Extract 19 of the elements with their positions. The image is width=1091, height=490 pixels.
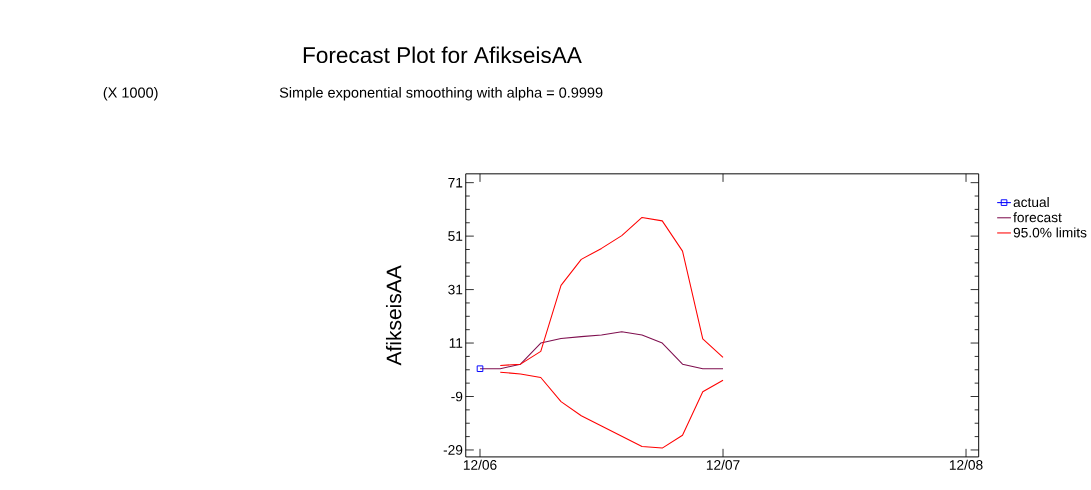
y-tick-label: -9 — [451, 391, 463, 402]
x-tick-label: 12/08 — [949, 459, 983, 470]
legend-label: 95.0% limits — [1013, 227, 1087, 238]
y-axis-title: AfikseisAA — [385, 265, 402, 366]
y-tick-label: -29 — [443, 444, 463, 455]
legend-label: forecast — [1013, 212, 1062, 223]
y-tick-label: 71 — [448, 177, 463, 188]
line-series — [499, 216, 724, 366]
x-tick-label: 12/07 — [706, 459, 740, 470]
line-series — [499, 371, 724, 449]
y-tick-label: 11 — [449, 338, 463, 348]
chart-subtitle: Simple exponential smoothing with alpha = 0.9999 — [279, 86, 603, 101]
line-series — [479, 331, 724, 370]
y-tick-label: 31 — [448, 284, 463, 295]
legend-label: actual — [1013, 196, 1049, 207]
y-tick-label: 51 — [448, 231, 463, 241]
text: (X 1000) — [103, 86, 158, 101]
x-tick-label: 12/06 — [463, 459, 497, 470]
chart-title: Forecast Plot for AfikseisAA — [303, 46, 582, 63]
